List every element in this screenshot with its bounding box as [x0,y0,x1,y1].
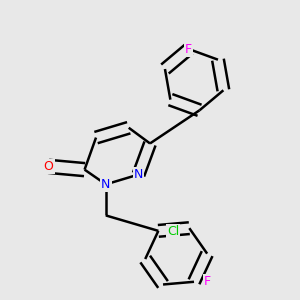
Text: N: N [101,178,110,191]
Text: F: F [185,43,192,56]
Text: O: O [44,160,53,173]
Text: F: F [203,275,211,288]
Text: N: N [134,168,143,181]
Text: Cl: Cl [167,225,179,238]
